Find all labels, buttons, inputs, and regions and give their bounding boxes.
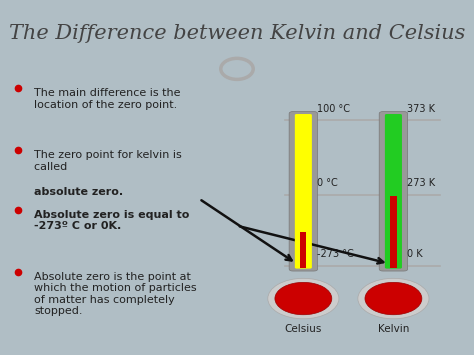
Text: The main difference is the
location of the zero point.: The main difference is the location of t…: [34, 88, 181, 110]
Text: 273 K: 273 K: [407, 178, 435, 188]
Text: 0 °C: 0 °C: [317, 178, 338, 188]
Text: 373 K: 373 K: [407, 104, 435, 114]
Circle shape: [365, 282, 422, 315]
FancyBboxPatch shape: [295, 114, 312, 269]
Text: Kelvin: Kelvin: [378, 324, 409, 334]
Text: -273 °C: -273 °C: [317, 250, 354, 260]
Bar: [301, 233, 306, 268]
Text: The zero point for kelvin is
called: The zero point for kelvin is called: [34, 150, 182, 172]
Circle shape: [275, 282, 332, 315]
FancyBboxPatch shape: [379, 111, 408, 271]
Text: Celsius: Celsius: [285, 324, 322, 334]
FancyBboxPatch shape: [289, 111, 318, 271]
FancyBboxPatch shape: [385, 114, 402, 269]
Text: The Difference between Kelvin and Celsius: The Difference between Kelvin and Celsiu…: [9, 24, 465, 43]
Text: 0 K: 0 K: [407, 250, 423, 260]
Text: absolute zero.: absolute zero.: [34, 187, 123, 197]
Text: Absolute zero is equal to
-273º C or 0K.: Absolute zero is equal to -273º C or 0K.: [34, 209, 190, 231]
Text: 100 °C: 100 °C: [317, 104, 350, 114]
Circle shape: [268, 278, 339, 319]
Circle shape: [221, 58, 253, 80]
Text: Absolute zero is the point at
which the motion of particles
of matter has comple: Absolute zero is the point at which the …: [34, 272, 197, 316]
Circle shape: [358, 278, 429, 319]
Bar: [390, 196, 396, 268]
